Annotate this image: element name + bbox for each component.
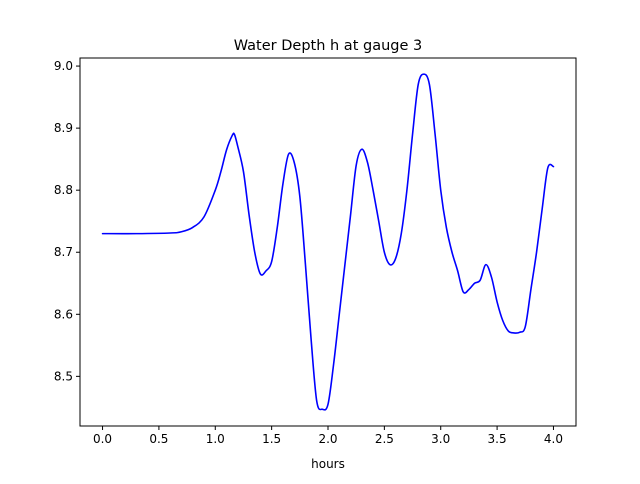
x-tick-label: 3.5 [488, 432, 507, 446]
y-tick-label: 8.7 [54, 245, 73, 259]
y-tick-label: 8.8 [54, 183, 73, 197]
x-tick-label: 2.0 [318, 432, 337, 446]
x-axis: 0.0 0.5 1.0 1.5 2.0 2.5 3.0 3.5 4.0 [93, 426, 563, 446]
x-tick-label: 3.0 [431, 432, 450, 446]
y-axis: 8.5 8.6 8.7 8.8 8.9 9.0 [54, 59, 80, 383]
series-layer [101, 73, 555, 411]
y-tick-label: 8.9 [54, 121, 73, 135]
x-tick-label: 4.0 [544, 432, 563, 446]
y-tick-label: 8.6 [54, 307, 73, 321]
series-line [101, 73, 555, 411]
chart-title: Water Depth h at gauge 3 [234, 38, 422, 54]
y-tick-label: 8.5 [54, 369, 73, 383]
y-tick-label: 9.0 [54, 59, 73, 73]
x-tick-label: 2.5 [375, 432, 394, 446]
x-axis-label: hours [311, 457, 345, 471]
x-tick-label: 0.0 [93, 432, 112, 446]
x-tick-label: 1.5 [262, 432, 281, 446]
x-tick-label: 1.0 [206, 432, 225, 446]
x-tick-label: 0.5 [149, 432, 168, 446]
